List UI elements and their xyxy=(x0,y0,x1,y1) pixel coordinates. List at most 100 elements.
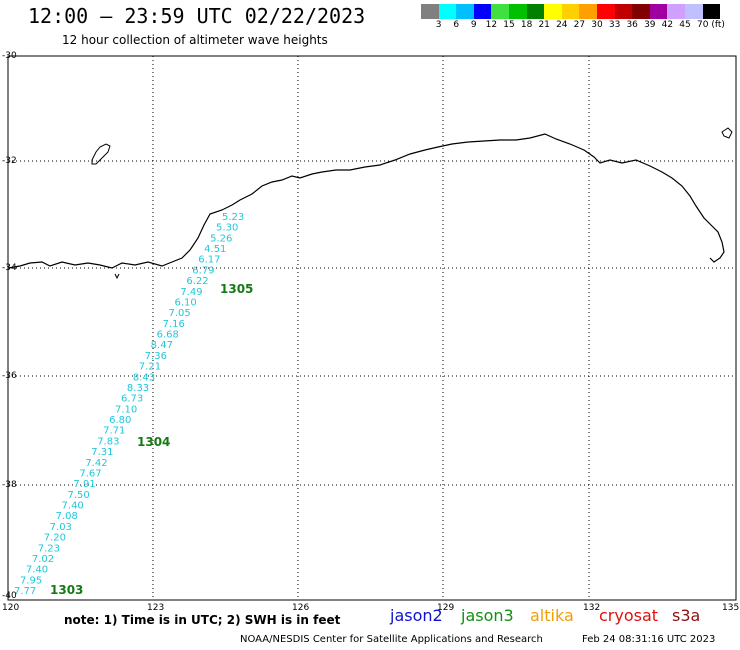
swh-value: 7.23 xyxy=(38,543,60,554)
colorbar-label: 9 xyxy=(470,20,477,30)
colorbar-swatch xyxy=(561,4,580,19)
swh-value: 7.40 xyxy=(62,501,84,512)
colorbar-label: 18 xyxy=(520,20,533,30)
colorbar-swatch xyxy=(456,4,474,19)
swh-value: 7.83 xyxy=(97,436,119,447)
swh-value: 6.10 xyxy=(174,297,196,308)
swh-value: 7.21 xyxy=(139,362,161,373)
longitude-label: 123 xyxy=(147,603,165,613)
colorbar-swatch xyxy=(438,4,457,19)
colorbar-label: 3 xyxy=(435,20,442,30)
colorbar-label: 6 xyxy=(453,20,460,30)
latitude-label: -36 xyxy=(2,371,17,381)
swh-value: 7.03 xyxy=(50,522,72,533)
footer-credit: NOAA/NESDIS Center for Satellite Applica… xyxy=(240,634,543,645)
island-east xyxy=(721,127,733,139)
swh-value: 7.31 xyxy=(91,447,113,458)
latitude-label: -40 xyxy=(2,591,17,601)
swh-value: 6.73 xyxy=(121,394,143,405)
colorbar-swatch xyxy=(491,4,509,19)
tick-mark xyxy=(114,273,120,280)
colorbar xyxy=(421,4,721,19)
pass-time-label: 1305 xyxy=(220,282,253,296)
colorbar-swatch xyxy=(473,4,492,19)
longitude-label: 129 xyxy=(437,603,455,613)
swh-value: 7.50 xyxy=(67,490,89,501)
swh-value: 7.49 xyxy=(180,287,202,298)
swh-value: 7.42 xyxy=(85,458,107,469)
colorbar-label: 39 xyxy=(644,20,656,30)
swh-value: 6.79 xyxy=(192,265,214,276)
colorbar-label: 70 (ft) xyxy=(697,20,725,30)
swh-value: 6.17 xyxy=(198,255,220,266)
swh-value: 7.08 xyxy=(56,511,78,522)
latitude-label: -34 xyxy=(2,263,17,273)
colorbar-swatch xyxy=(667,4,685,19)
swh-value: 8.33 xyxy=(127,383,149,394)
colorbar-swatch xyxy=(649,4,668,19)
swh-value: 6.80 xyxy=(109,415,131,426)
map-frame xyxy=(7,55,737,601)
swh-value: 7.95 xyxy=(20,575,42,586)
colorbar-label: 27 xyxy=(573,20,586,30)
satellite-cryosat: cryosat xyxy=(599,606,659,625)
graticule xyxy=(8,56,736,600)
swh-value: 7.77 xyxy=(14,586,36,597)
longitude-label: 126 xyxy=(292,603,310,613)
pass-time-label: 1304 xyxy=(137,435,170,449)
satellite-altika: altika xyxy=(530,606,574,625)
satellite-jason2: jason2 xyxy=(390,606,443,625)
swh-value: 7.67 xyxy=(79,468,101,479)
swh-labels: 5.235.305.264.516.176.796.227.496.107.05… xyxy=(14,212,244,597)
swh-value: 7.10 xyxy=(115,404,137,415)
swh-value: 7.71 xyxy=(103,426,125,437)
colorbar-label: 36 xyxy=(626,20,638,30)
satellite-jason3: jason3 xyxy=(461,606,514,625)
coastline xyxy=(7,133,725,269)
page-title: 12:00 – 23:59 UTC 02/22/2023 xyxy=(28,4,366,28)
island xyxy=(91,143,111,165)
colorbar-label: 24 xyxy=(556,20,568,30)
colorbar-swatch xyxy=(632,4,650,19)
swh-value: 8.43 xyxy=(133,372,155,383)
swh-value: 6.68 xyxy=(157,330,179,341)
page-subtitle: 12 hour collection of altimeter wave hei… xyxy=(62,33,328,47)
longitude-label: 120 xyxy=(2,603,20,613)
colorbar-swatch xyxy=(614,4,633,19)
colorbar-label: 42 xyxy=(661,20,674,30)
swh-value: 7.20 xyxy=(44,533,66,544)
colorbar-swatch xyxy=(702,4,721,19)
swh-value: 5.26 xyxy=(210,233,232,244)
longitude-label: 132 xyxy=(583,603,601,613)
colorbar-swatch xyxy=(508,4,527,19)
swh-value: 7.02 xyxy=(32,554,54,565)
swh-value: 7.05 xyxy=(169,308,191,319)
swh-value: 8.47 xyxy=(151,340,173,351)
swh-value: 7.16 xyxy=(163,319,185,330)
colorbar-label: 30 xyxy=(591,20,603,30)
swh-value: 7.91 xyxy=(73,479,95,490)
swh-value: 7.40 xyxy=(26,565,48,576)
swh-value: 5.23 xyxy=(222,212,244,223)
swh-value: 7.36 xyxy=(145,351,167,362)
latitude-label: -38 xyxy=(2,480,17,490)
colorbar-swatch xyxy=(596,4,615,19)
pass-time-label: 1303 xyxy=(50,583,83,597)
colorbar-swatch xyxy=(684,4,703,19)
latitude-label: -30 xyxy=(2,51,17,61)
note-text: note: 1) Time is in UTC; 2) SWH is in fe… xyxy=(64,613,341,627)
swh-value: 5.30 xyxy=(216,223,238,234)
pass-labels: 1305 1304 1303 xyxy=(50,282,253,597)
satellite-s3a: s3a xyxy=(672,606,701,625)
footer-timestamp: Feb 24 08:31:16 UTC 2023 xyxy=(582,634,716,645)
colorbar-label: 33 xyxy=(608,20,621,30)
swh-value: 4.51 xyxy=(204,244,226,255)
colorbar-swatch xyxy=(579,4,597,19)
colorbar-label: 21 xyxy=(538,20,550,30)
latitude-label: -32 xyxy=(2,156,17,166)
swh-value: 6.22 xyxy=(186,276,208,287)
colorbar-label: 15 xyxy=(503,20,515,30)
longitude-label: 135 xyxy=(722,603,740,613)
colorbar-swatch xyxy=(544,4,562,19)
